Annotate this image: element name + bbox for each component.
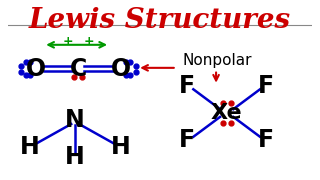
Text: O: O: [26, 57, 46, 81]
Text: +: +: [62, 35, 73, 48]
Text: C: C: [69, 57, 87, 81]
Text: H: H: [111, 135, 131, 159]
Text: O: O: [110, 57, 131, 81]
Text: F: F: [258, 128, 274, 152]
Text: F: F: [258, 75, 274, 98]
Text: F: F: [179, 128, 195, 152]
Text: Nonpolar: Nonpolar: [183, 53, 252, 68]
Text: H: H: [65, 145, 85, 169]
Text: H: H: [20, 135, 40, 159]
Text: N: N: [65, 108, 85, 132]
Text: +: +: [84, 35, 94, 48]
Text: Lewis Structures: Lewis Structures: [29, 7, 291, 34]
Text: F: F: [179, 75, 195, 98]
Text: Xe: Xe: [211, 103, 243, 123]
